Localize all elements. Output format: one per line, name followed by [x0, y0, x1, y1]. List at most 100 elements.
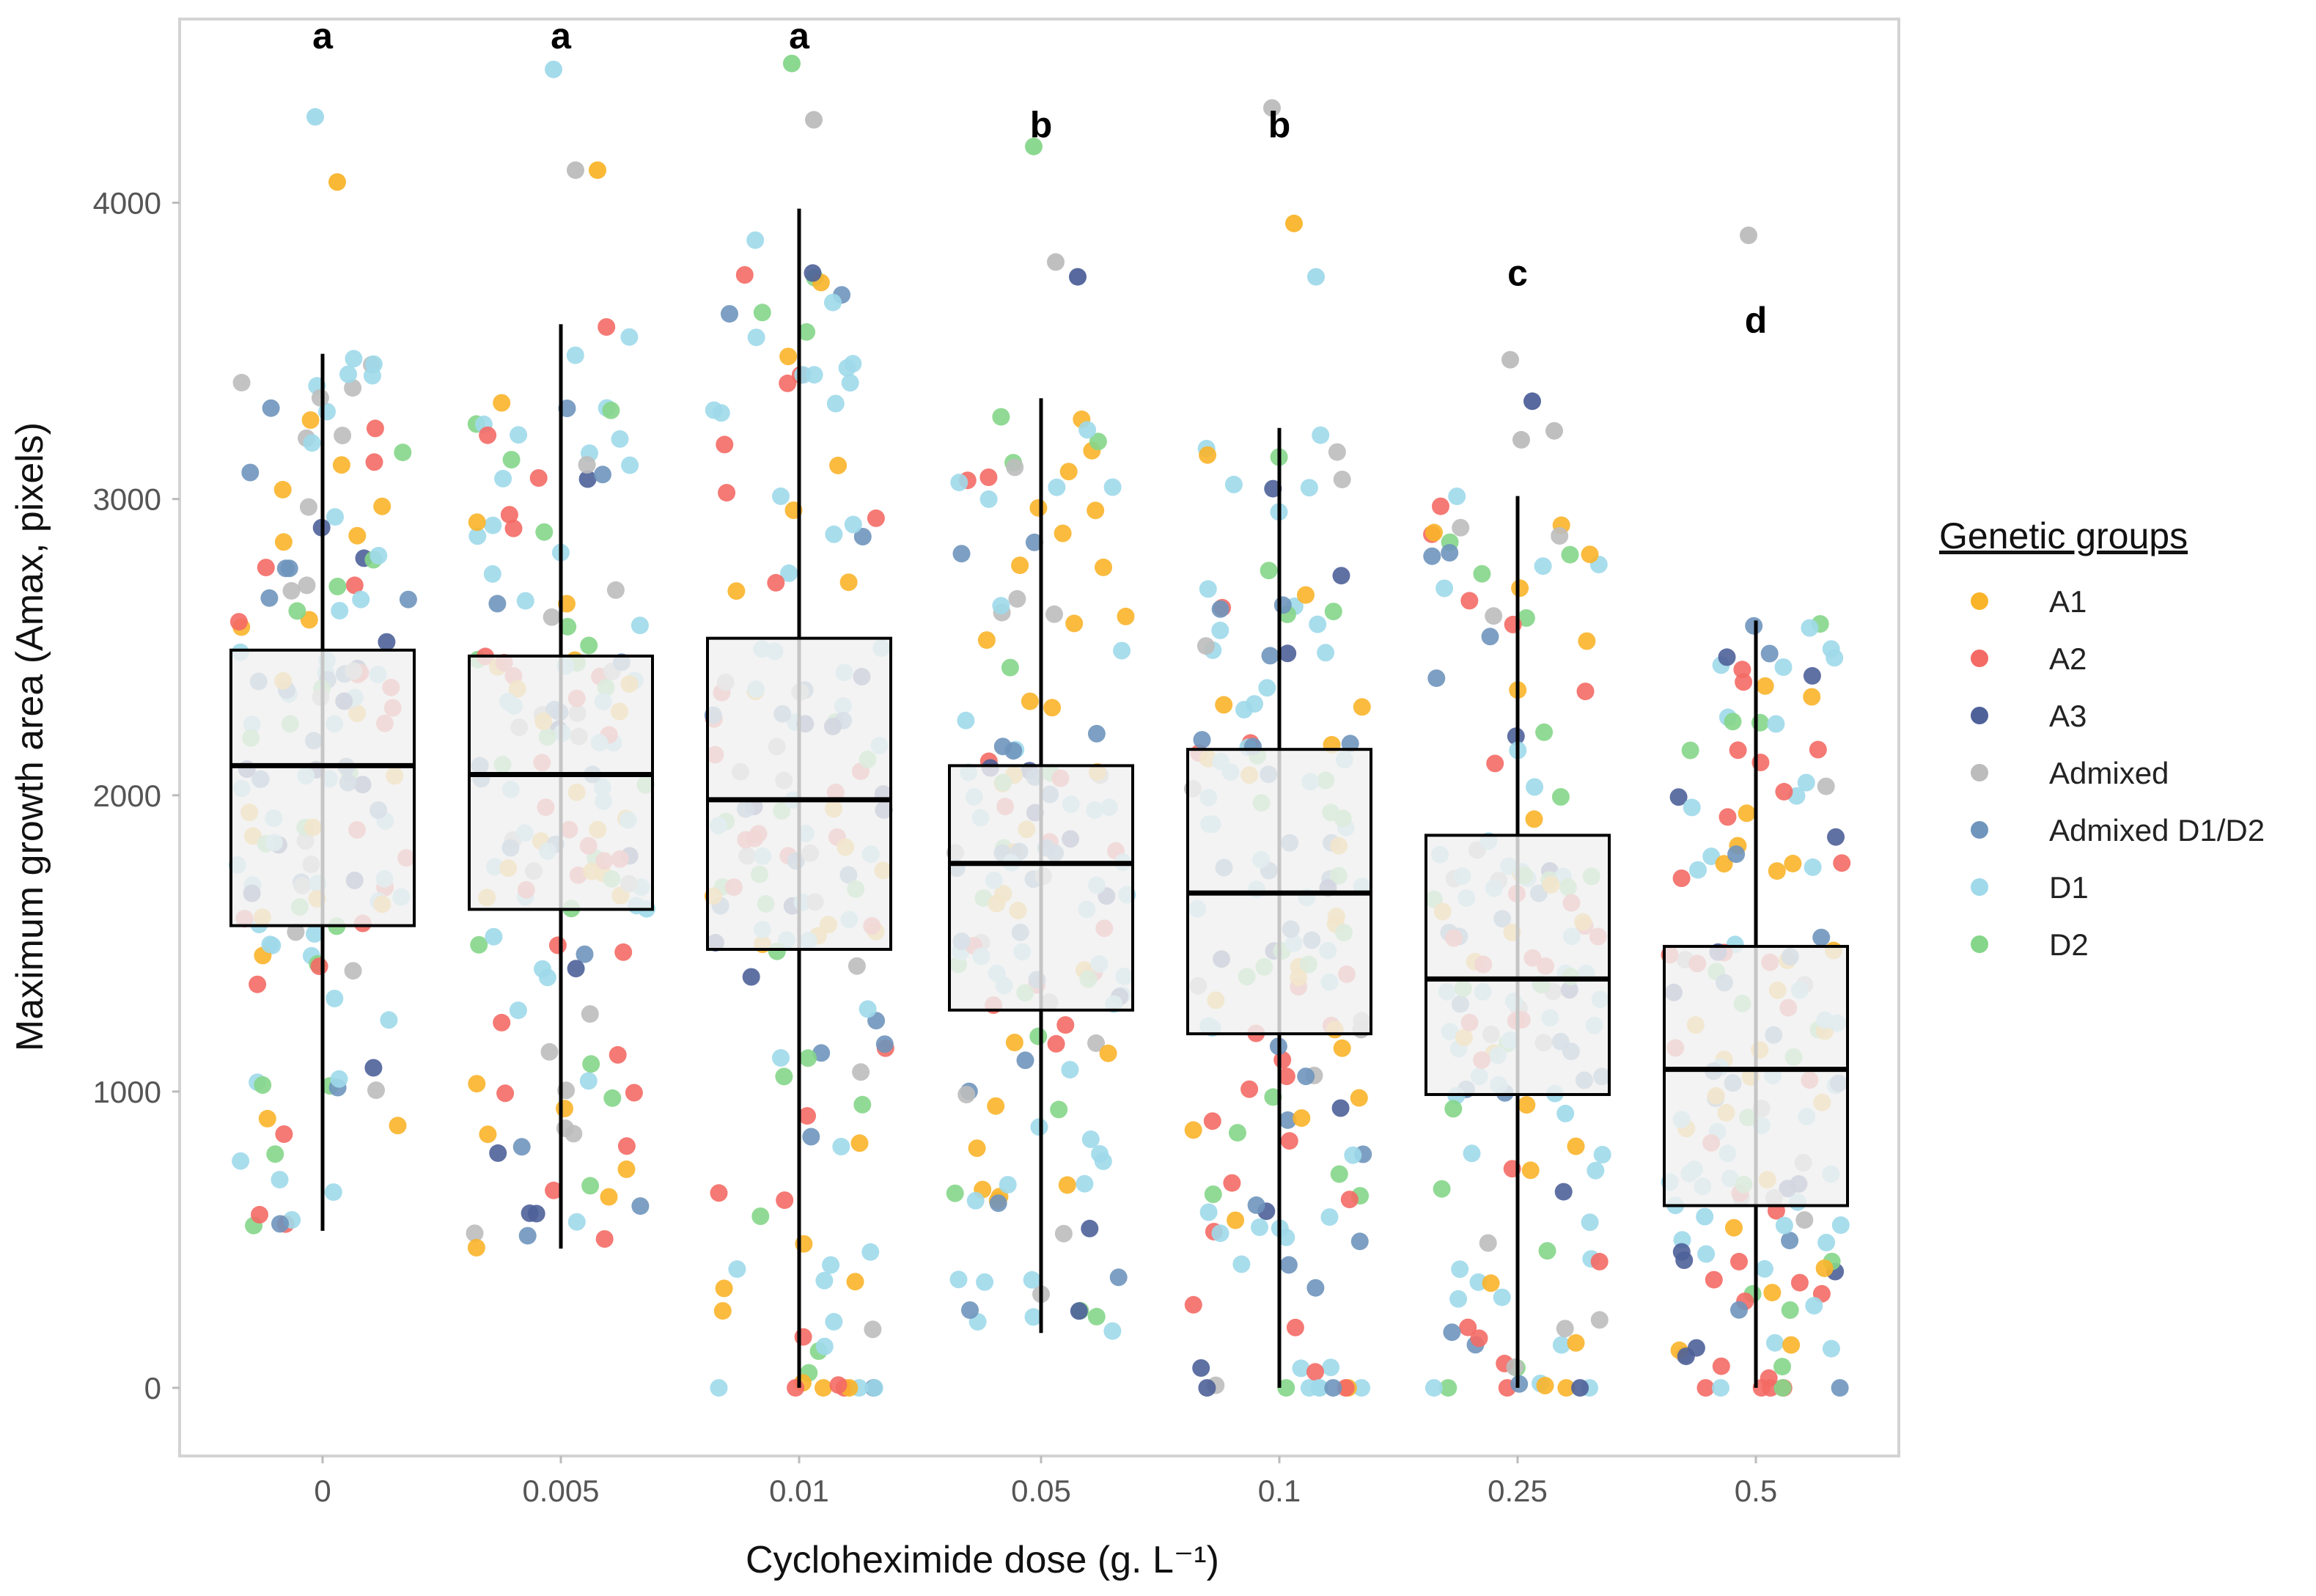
data-point: [602, 401, 620, 419]
x-tick-label: 0.1: [1258, 1474, 1301, 1508]
data-point: [266, 1145, 284, 1163]
data-point: [1211, 1224, 1229, 1243]
data-point: [1199, 1203, 1218, 1221]
data-point: [1065, 614, 1084, 633]
data-point: [370, 546, 388, 565]
data-point: [1215, 696, 1233, 714]
outlier-point: [1069, 268, 1087, 286]
data-point: [556, 1100, 573, 1118]
data-point: [1551, 527, 1569, 545]
data-point: [829, 1376, 848, 1394]
data-point: [1831, 1216, 1850, 1235]
data-point: [721, 305, 738, 323]
data-point: [826, 394, 845, 413]
data-point: [512, 1138, 531, 1156]
data-point: [363, 367, 381, 385]
data-point: [301, 411, 320, 429]
data-point: [952, 545, 971, 563]
data-point: [1103, 478, 1122, 496]
data-point: [1469, 1273, 1488, 1291]
data-point: [1730, 1301, 1748, 1319]
data-point: [987, 1097, 1005, 1115]
data-point: [1330, 1165, 1348, 1183]
data-point: [1681, 741, 1699, 760]
legend-label: Admixed: [2049, 756, 2169, 790]
legend-label: A1: [2049, 584, 2087, 619]
data-point: [1047, 1034, 1065, 1053]
data-point: [595, 1230, 614, 1248]
data-point: [1551, 788, 1570, 806]
data-point: [621, 456, 639, 474]
box-0.5: [1663, 944, 1849, 1207]
data-point: [977, 631, 996, 650]
data-point: [378, 633, 396, 651]
data-point: [1479, 1234, 1497, 1252]
data-point: [1672, 869, 1691, 887]
box-0.005: [468, 654, 654, 911]
data-point: [875, 1035, 894, 1053]
data-point: [606, 581, 625, 599]
data-point: [1451, 1260, 1469, 1279]
legend-key-a2: [1971, 650, 1988, 667]
data-point: [1001, 658, 1019, 677]
data-point: [825, 1312, 843, 1331]
data-point: [603, 1089, 622, 1107]
data-point: [1199, 580, 1217, 598]
data-point: [1774, 658, 1793, 676]
box-0.25: [1424, 834, 1611, 1096]
data-point: [1029, 1027, 1048, 1045]
data-point: [1353, 698, 1371, 716]
data-point: [853, 1095, 872, 1114]
data-point: [859, 1000, 877, 1018]
x-axis-title: Cycloheximide dose (g. L⁻¹): [746, 1539, 1219, 1581]
data-point: [493, 1013, 511, 1031]
data-point: [276, 559, 295, 578]
data-point: [1470, 1329, 1488, 1347]
data-point: [989, 1194, 1007, 1213]
data-point: [229, 613, 248, 631]
data-point: [710, 1184, 728, 1202]
data-point: [1803, 666, 1821, 685]
data-point: [254, 1076, 272, 1094]
data-point: [611, 430, 629, 448]
data-point: [1054, 1224, 1073, 1243]
data-point: [326, 990, 344, 1007]
data-point: [545, 1181, 563, 1199]
data-point: [1337, 1379, 1355, 1397]
data-point: [1525, 810, 1543, 828]
data-point: [850, 1134, 869, 1152]
data-point: [1449, 1290, 1468, 1308]
data-point: [1760, 644, 1779, 663]
data-point: [728, 1260, 746, 1279]
data-point: [559, 617, 577, 636]
data-point: [780, 564, 798, 582]
data-point: [839, 573, 858, 592]
data-point: [1344, 1146, 1362, 1164]
data-point: [1081, 1130, 1100, 1148]
data-point: [1261, 647, 1279, 665]
data-point: [1795, 1211, 1814, 1229]
data-point: [1809, 740, 1827, 759]
data-point: [271, 1215, 289, 1233]
data-point: [1023, 1270, 1041, 1289]
data-point: [1556, 1104, 1575, 1122]
data-point: [1767, 715, 1785, 733]
data-point: [567, 960, 585, 978]
data-point: [257, 559, 275, 577]
data-point: [961, 1301, 979, 1319]
data-point: [273, 480, 292, 499]
data-point: [1317, 644, 1335, 662]
data-point: [1309, 615, 1327, 633]
y-axis: 0 1000 2000 3000 4000: [93, 186, 180, 1405]
data-point: [1340, 1191, 1359, 1209]
data-point: [1016, 1051, 1034, 1070]
data-point: [1781, 1232, 1799, 1250]
data-point: [1812, 928, 1831, 946]
data-point: [1493, 1288, 1511, 1306]
data-point: [1712, 1357, 1730, 1375]
data-point: [976, 1273, 994, 1291]
data-point: [274, 533, 293, 551]
data-point: [815, 1379, 832, 1397]
data-point: [1087, 501, 1105, 520]
data-point: [1095, 558, 1112, 576]
